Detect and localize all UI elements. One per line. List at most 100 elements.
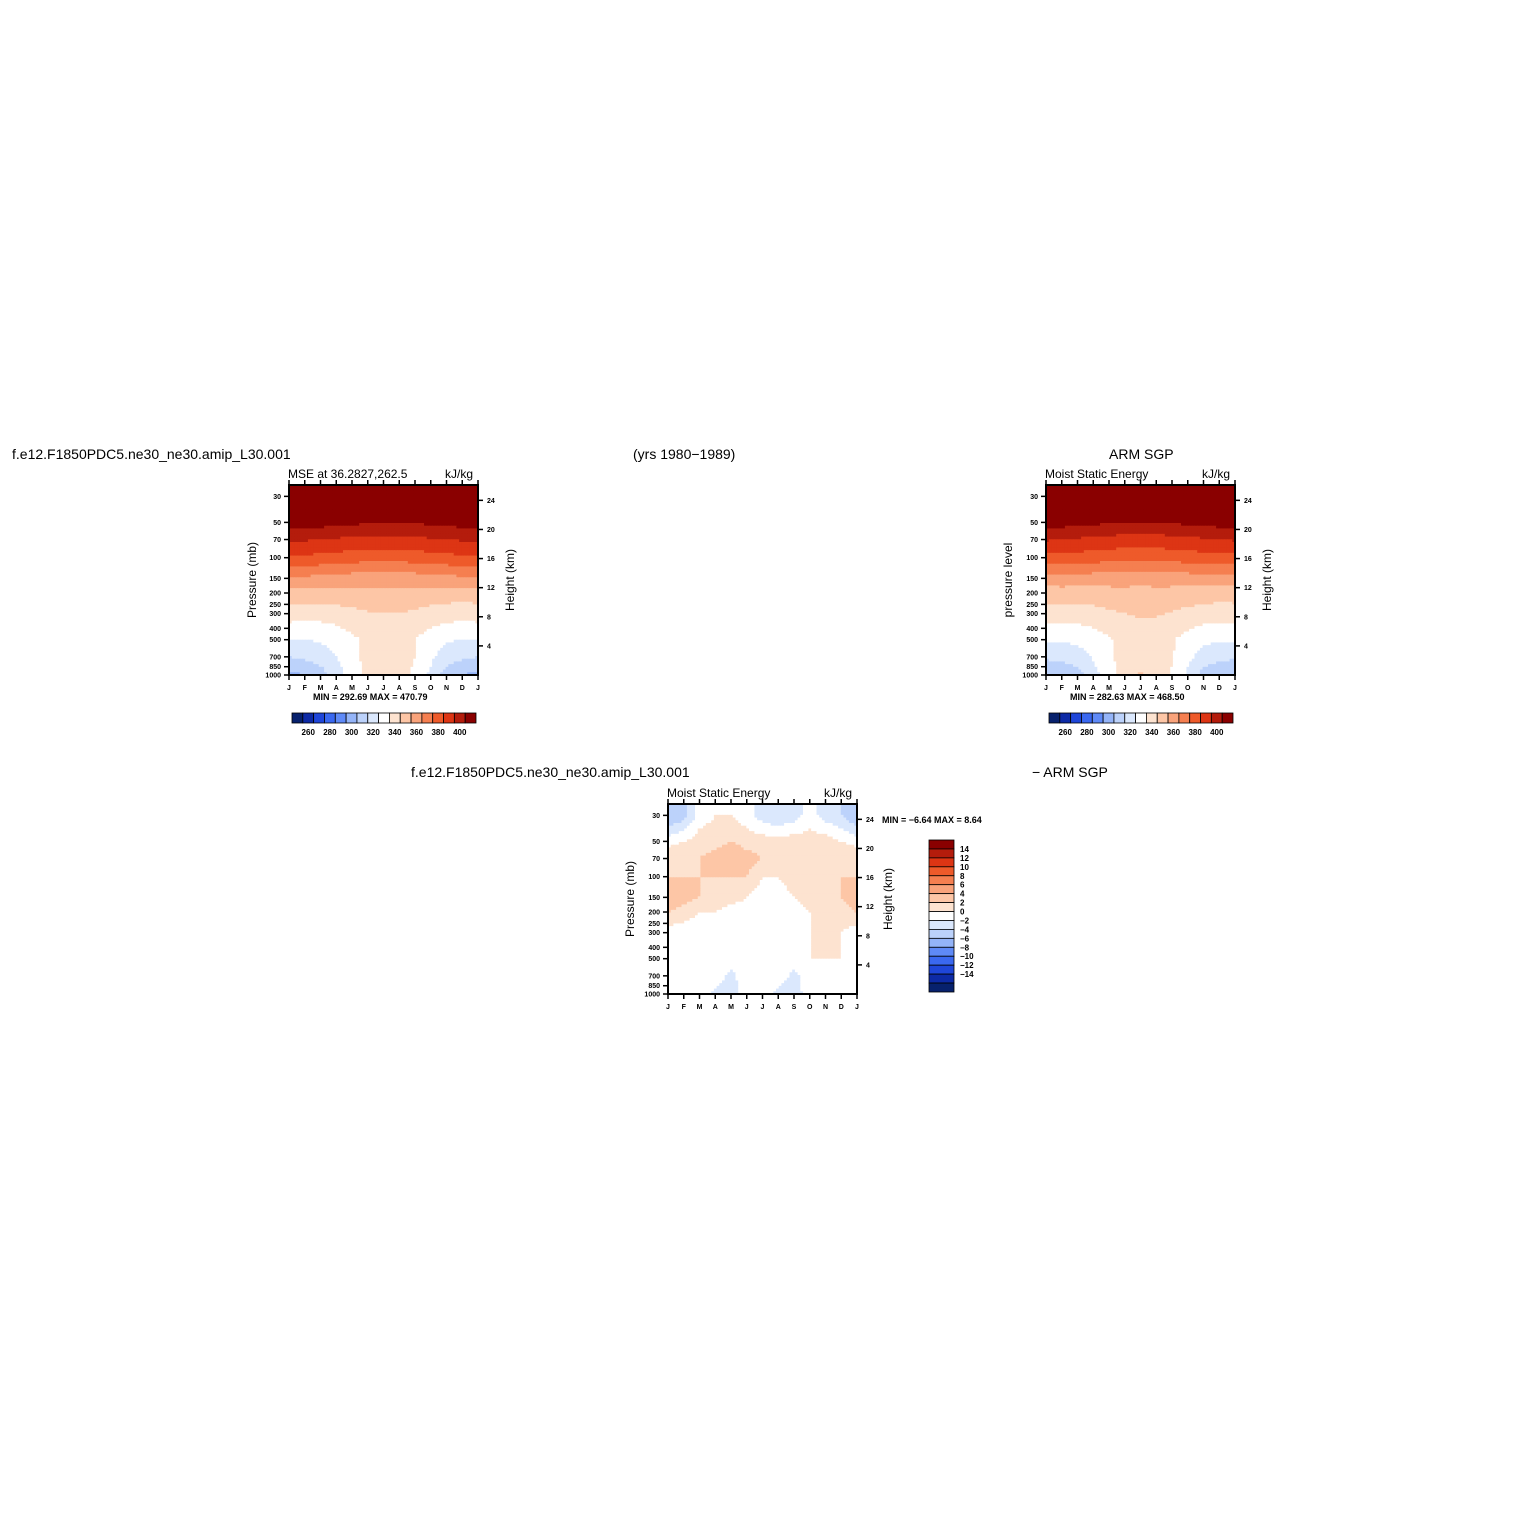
contour-cell bbox=[367, 531, 371, 535]
contour-cell bbox=[361, 531, 366, 535]
contour-cell bbox=[434, 552, 439, 557]
contour-cell bbox=[437, 539, 441, 543]
contour-cell bbox=[397, 550, 401, 554]
contour-cell bbox=[345, 487, 349, 492]
contour-cell bbox=[388, 490, 393, 494]
contour-cell bbox=[316, 528, 320, 532]
contour-cell bbox=[348, 525, 352, 530]
contour-cell bbox=[432, 514, 436, 519]
y-tick-label: 500 bbox=[269, 637, 281, 644]
contour-cell bbox=[456, 547, 460, 551]
contour-cell bbox=[413, 493, 417, 497]
contour-cell bbox=[359, 485, 363, 489]
contour-cell bbox=[461, 533, 466, 538]
contour-cell bbox=[318, 523, 322, 527]
contour-cell bbox=[291, 501, 295, 505]
contour-cell bbox=[324, 580, 328, 584]
contour-cell bbox=[289, 531, 293, 535]
contour-cell bbox=[429, 487, 433, 492]
contour-cell bbox=[451, 574, 455, 578]
contour-cell bbox=[359, 531, 363, 535]
contour-cell bbox=[329, 544, 333, 549]
contour-cell bbox=[343, 571, 347, 576]
contour-cell bbox=[321, 542, 325, 546]
contour-cell bbox=[343, 569, 347, 573]
contour-cell bbox=[445, 588, 449, 592]
contour-cell bbox=[364, 542, 368, 546]
contour-cell bbox=[410, 485, 414, 489]
contour-cell bbox=[437, 585, 441, 589]
contour-cell bbox=[407, 539, 412, 543]
contour-cell bbox=[378, 506, 382, 511]
contour-cell bbox=[467, 574, 471, 578]
contour-cell bbox=[294, 517, 298, 521]
contour-cell bbox=[337, 550, 341, 554]
contour-cell bbox=[426, 495, 430, 500]
contour-cell bbox=[351, 523, 355, 527]
contour-cell bbox=[313, 563, 317, 568]
contour-cell bbox=[451, 542, 455, 546]
contour-cell bbox=[348, 533, 352, 538]
contour-cell bbox=[318, 498, 322, 502]
contour-cell bbox=[426, 525, 430, 530]
contour-cell bbox=[359, 504, 363, 508]
contour-cell bbox=[367, 577, 371, 581]
contour-cell bbox=[459, 580, 463, 584]
contour-cell bbox=[299, 588, 304, 592]
contour-cell bbox=[289, 539, 293, 543]
contour-cell bbox=[359, 501, 363, 505]
contour-cell bbox=[448, 547, 452, 551]
contour-cell bbox=[307, 501, 312, 505]
contour-cell bbox=[364, 566, 368, 570]
contour-cell bbox=[375, 498, 379, 502]
contour-cell bbox=[367, 552, 371, 557]
contour-cell bbox=[291, 531, 295, 535]
contour-cell bbox=[307, 536, 312, 540]
contour-cell bbox=[413, 514, 417, 519]
contour-cell bbox=[440, 566, 444, 570]
contour-cell bbox=[445, 569, 449, 573]
contour-cell bbox=[310, 523, 314, 527]
contour-cell bbox=[415, 563, 420, 568]
contour-cell bbox=[405, 580, 409, 584]
contour-cell bbox=[307, 504, 312, 508]
contour-cell bbox=[332, 569, 336, 573]
contour-cell bbox=[386, 566, 390, 570]
contour-cell bbox=[318, 542, 322, 546]
contour-cell bbox=[372, 544, 376, 549]
contour-cell bbox=[388, 558, 393, 562]
contour-cell bbox=[370, 552, 374, 557]
contour-cell bbox=[348, 574, 352, 578]
contour-cell bbox=[318, 536, 322, 540]
contour-cell bbox=[359, 544, 363, 549]
contour-cell bbox=[299, 571, 304, 576]
contour-cell bbox=[445, 580, 449, 584]
contour-cell bbox=[448, 536, 452, 540]
contour-cell bbox=[359, 495, 363, 500]
contour-cell bbox=[459, 498, 463, 502]
contour-cell bbox=[451, 501, 455, 505]
contour-cell bbox=[448, 542, 452, 546]
contour-cell bbox=[388, 514, 393, 519]
contour-cell bbox=[356, 569, 360, 573]
contour-cell bbox=[313, 493, 317, 497]
contour-cell bbox=[375, 525, 379, 530]
contour-cell bbox=[461, 487, 466, 492]
contour-cell bbox=[413, 536, 417, 540]
contour-cell bbox=[337, 544, 341, 549]
contour-cell bbox=[442, 485, 447, 489]
contour-cell bbox=[475, 520, 479, 524]
contour-cell bbox=[407, 506, 412, 511]
contour-cell bbox=[348, 495, 352, 500]
contour-cell bbox=[361, 525, 366, 530]
contour-cell bbox=[343, 525, 347, 530]
contour-cell bbox=[378, 569, 382, 573]
contour-cell bbox=[424, 514, 428, 519]
contour-cell bbox=[410, 525, 414, 530]
contour-cell bbox=[413, 585, 417, 589]
contour-cell bbox=[305, 493, 309, 497]
contour-cell bbox=[367, 501, 371, 505]
contour-cell bbox=[407, 544, 412, 549]
contour-cell bbox=[334, 580, 339, 584]
contour-cell bbox=[413, 528, 417, 532]
